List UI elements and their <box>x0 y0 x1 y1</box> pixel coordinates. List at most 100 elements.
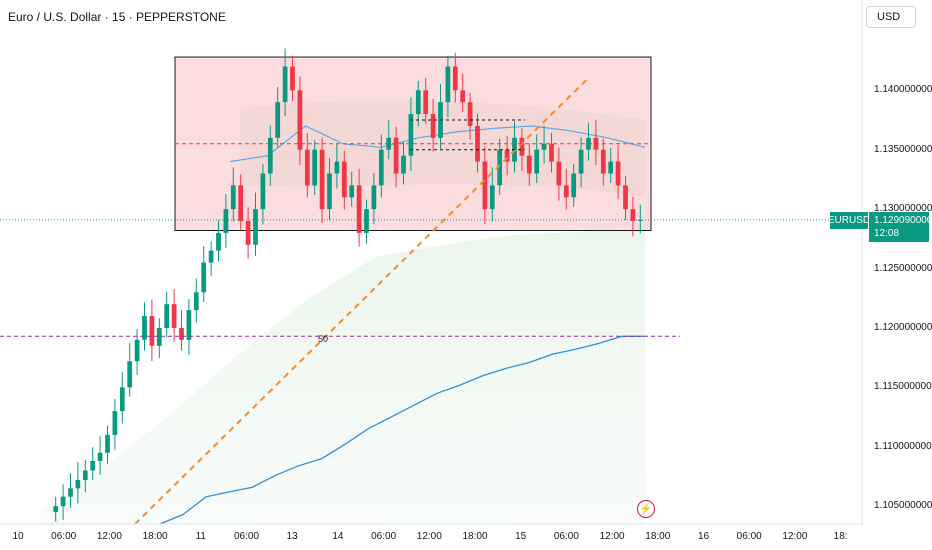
candle-body <box>179 327 184 340</box>
y-tick-label: 1.105000000 <box>874 500 932 512</box>
candle-body <box>319 149 325 210</box>
candle-body <box>290 66 295 91</box>
candle-body <box>156 327 162 346</box>
candle-body <box>53 506 59 513</box>
y-tick-label: 1.140000000 <box>874 84 932 96</box>
candle-body <box>149 316 155 346</box>
candle-body <box>549 143 554 162</box>
candle-body <box>245 221 251 245</box>
chart-title: Euro / U.S. Dollar · 15 · PEPPERSTONE <box>8 10 226 24</box>
candle-body <box>630 209 636 222</box>
candle-body <box>489 185 495 210</box>
x-tick-label: 18:00 <box>462 531 488 542</box>
candle-body <box>364 209 369 233</box>
candle-body <box>297 90 303 150</box>
candle-body <box>334 161 340 174</box>
candle-body <box>423 90 429 115</box>
x-tick-label: 06:00 <box>736 531 762 542</box>
candle-body <box>563 185 569 198</box>
candle-body <box>105 434 110 453</box>
candle-body <box>238 185 244 222</box>
candle-body <box>68 488 73 497</box>
lightning-icon[interactable]: ⚡ <box>637 500 655 518</box>
candle-body <box>408 114 414 156</box>
candle-body <box>430 114 436 138</box>
candle-body <box>82 470 88 481</box>
candle-body <box>60 496 66 507</box>
candle-body <box>356 185 362 233</box>
green-band <box>40 230 645 524</box>
candle-body <box>637 219 643 222</box>
candles <box>53 48 643 522</box>
candle-body <box>267 137 273 174</box>
x-tick-label: 12:00 <box>599 531 625 542</box>
candle-body <box>608 161 614 174</box>
candle-body <box>134 339 140 362</box>
x-tick-label: 12:00 <box>96 531 122 542</box>
candle-body <box>119 387 125 412</box>
candle-body <box>327 173 332 210</box>
green-band-area <box>40 230 645 524</box>
x-tick-label: 14 <box>332 531 344 542</box>
bar-countdown: 12:08 <box>874 228 900 239</box>
candle-body <box>460 90 466 103</box>
candle-body <box>275 102 281 138</box>
y-tick-label: 1.115000000 <box>874 381 932 393</box>
x-tick-label: 18: <box>833 531 848 542</box>
candle-body <box>171 304 177 328</box>
candle-body <box>208 250 214 263</box>
candle-body <box>223 209 229 233</box>
currency-button[interactable]: USD <box>866 6 916 28</box>
candle-body <box>216 232 221 251</box>
candle-body <box>623 185 628 210</box>
x-tick-label: 16 <box>697 531 710 542</box>
candle-body <box>371 185 377 210</box>
candle-body <box>142 316 147 340</box>
x-tick-label: 18:00 <box>142 531 168 542</box>
candle-body <box>445 66 451 103</box>
ma-long-line <box>159 335 645 525</box>
candle-body <box>393 137 399 174</box>
candle-body <box>534 149 540 174</box>
candle-body <box>282 66 288 103</box>
candle-body <box>526 155 532 174</box>
candle-body <box>186 310 192 340</box>
candle-body <box>556 161 562 186</box>
x-tick-label: 11 <box>195 531 206 542</box>
x-tick-label: 06:00 <box>51 531 77 542</box>
candle-body <box>164 304 170 328</box>
x-tick-label: 15 <box>515 531 527 542</box>
candle-body <box>260 173 266 210</box>
candle-body <box>615 161 621 186</box>
candle-body <box>415 90 421 115</box>
candle-body <box>349 185 355 198</box>
y-tick-label: 1.120000000 <box>874 321 932 333</box>
inner-band <box>240 100 645 198</box>
candle-body <box>600 149 606 174</box>
candle-body <box>519 137 525 156</box>
last-price: 1.129090000 <box>874 215 932 226</box>
x-tick-label: 12:00 <box>782 531 808 542</box>
x-tick-label: 06:00 <box>553 531 579 542</box>
candle-body <box>482 161 488 210</box>
candle-body <box>341 161 347 198</box>
x-tick-label: 12:00 <box>416 531 442 542</box>
candle-body <box>97 452 103 462</box>
candle-body <box>312 149 318 186</box>
x-tick-label: 13 <box>286 531 298 542</box>
x-tick-label: 10 <box>12 531 24 542</box>
y-tick-label: 1.130000000 <box>874 203 932 215</box>
candle-body <box>75 480 81 489</box>
candle-body <box>253 209 258 245</box>
level-marker-label: 50 <box>318 334 329 344</box>
candle-body <box>467 102 473 126</box>
candle-body <box>230 185 236 210</box>
x-tick-label: 06:00 <box>371 531 397 542</box>
candle-body <box>452 66 458 91</box>
candle-body <box>304 149 310 186</box>
candle-body <box>497 149 503 186</box>
x-tick-label: 06:00 <box>233 531 260 542</box>
candle-body <box>401 155 406 174</box>
candle-body <box>201 262 207 293</box>
